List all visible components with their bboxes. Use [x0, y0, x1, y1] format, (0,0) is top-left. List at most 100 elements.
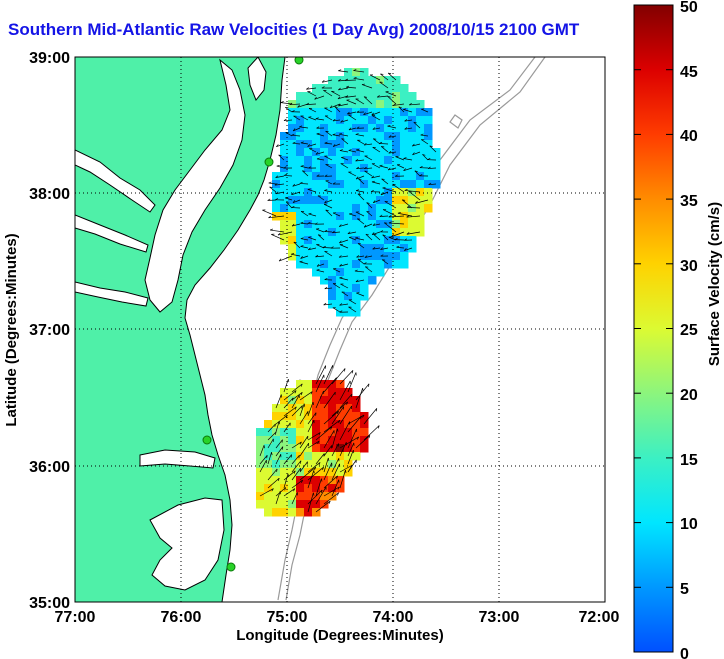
x-tick-label: 72:00 [579, 609, 620, 626]
velocity-cell [320, 180, 329, 189]
velocity-cell [288, 124, 297, 133]
vector-arrowhead [279, 491, 282, 495]
velocity-cell [408, 220, 417, 229]
velocity-vector [275, 414, 288, 425]
velocity-cell [344, 276, 353, 285]
velocity-vector [283, 473, 289, 489]
velocity-vector [346, 99, 357, 105]
velocity-vector [283, 119, 293, 122]
velocity-vector [404, 247, 413, 251]
vector-arrowhead [323, 302, 327, 306]
vector-arrowhead [391, 234, 394, 237]
vector-arrowhead [300, 221, 304, 224]
velocity-cell [280, 236, 289, 245]
velocity-vector [291, 383, 303, 393]
velocity-cell [368, 172, 377, 181]
velocity-vector [339, 150, 349, 153]
velocity-cell [344, 140, 353, 149]
y-axis: 39:00 38:00 37:00 36:00 35:00 Latitude (… [3, 50, 70, 612]
velocity-cell [368, 116, 377, 125]
velocity-cell [336, 284, 345, 293]
velocity-cell [320, 188, 329, 197]
velocity-cell [320, 228, 329, 237]
velocity-cell [344, 132, 353, 141]
velocity-cell [312, 172, 321, 181]
velocity-cell [344, 92, 353, 101]
velocity-vector [306, 87, 317, 90]
velocity-vector [323, 445, 333, 457]
velocity-cell [384, 260, 393, 269]
vector-arrowhead [360, 416, 362, 420]
vector-arrowhead [328, 500, 331, 504]
vector-arrowhead [341, 138, 345, 140]
vector-arrowhead [316, 157, 320, 160]
velocity-cell [432, 172, 441, 181]
velocity-vector [291, 460, 302, 473]
velocity-cell [376, 188, 385, 197]
velocity-cell [328, 268, 337, 277]
vector-arrowhead [329, 105, 333, 109]
velocity-vector [267, 438, 274, 449]
velocity-cell [320, 460, 329, 469]
velocity-vector [291, 479, 303, 489]
vector-arrowhead [371, 232, 375, 235]
velocity-cell [312, 196, 321, 205]
vector-arrowhead [404, 127, 408, 130]
vector-arrowhead [375, 408, 378, 412]
velocity-cell [288, 108, 297, 117]
velocity-cell [304, 476, 313, 485]
velocity-cell [344, 204, 353, 213]
velocity-cell [336, 276, 345, 285]
velocity-vector [357, 218, 365, 225]
velocity-cell [304, 460, 313, 469]
velocity-cell [320, 396, 329, 405]
vector-arrowhead [348, 149, 352, 151]
velocity-cell [400, 204, 409, 213]
y-tick-label: 39:00 [29, 50, 70, 67]
velocity-vector [379, 143, 389, 145]
vector-arrowhead [267, 198, 271, 201]
velocity-vector [429, 145, 437, 153]
velocity-cell [296, 428, 305, 437]
velocity-vector [331, 428, 338, 449]
velocity-cell [400, 188, 409, 197]
velocity-vector [369, 74, 381, 81]
velocity-cell [368, 260, 377, 269]
velocity-vector [299, 461, 308, 473]
velocity-cell [304, 236, 313, 245]
velocity-vector [357, 258, 365, 265]
velocity-vector [268, 215, 285, 219]
velocity-cell [368, 76, 377, 85]
velocity-cell [352, 84, 361, 93]
velocity-cell [320, 204, 329, 213]
vector-arrowhead [355, 189, 360, 191]
velocity-vector [412, 151, 421, 156]
velocity-vector [259, 455, 268, 465]
velocity-cell [304, 92, 313, 101]
velocity-cell [336, 260, 345, 269]
velocity-cell [280, 484, 289, 493]
vector-arrowhead [308, 236, 312, 238]
vector-arrowhead [292, 128, 296, 132]
velocity-cell [360, 444, 369, 453]
velocity-cell [328, 196, 337, 205]
velocity-cell [320, 156, 329, 165]
velocity-cell [264, 476, 273, 485]
velocity-vector [270, 229, 285, 233]
vector-arrowhead [366, 210, 370, 213]
vector-arrowhead [330, 426, 333, 430]
velocity-cell [320, 436, 329, 445]
velocity-vector [275, 394, 282, 409]
velocity-cell [360, 268, 369, 277]
velocity-cell [320, 412, 329, 421]
vector-arrowhead [300, 256, 303, 259]
vector-arrowhead [339, 310, 343, 313]
velocity-cell [264, 436, 273, 445]
vector-arrowhead [387, 124, 391, 127]
velocity-cell [408, 196, 417, 205]
velocity-cell [328, 100, 337, 109]
velocity-cell [400, 116, 409, 125]
velocity-vector [299, 442, 309, 457]
velocity-vector [306, 103, 317, 105]
velocity-vector [332, 212, 341, 217]
